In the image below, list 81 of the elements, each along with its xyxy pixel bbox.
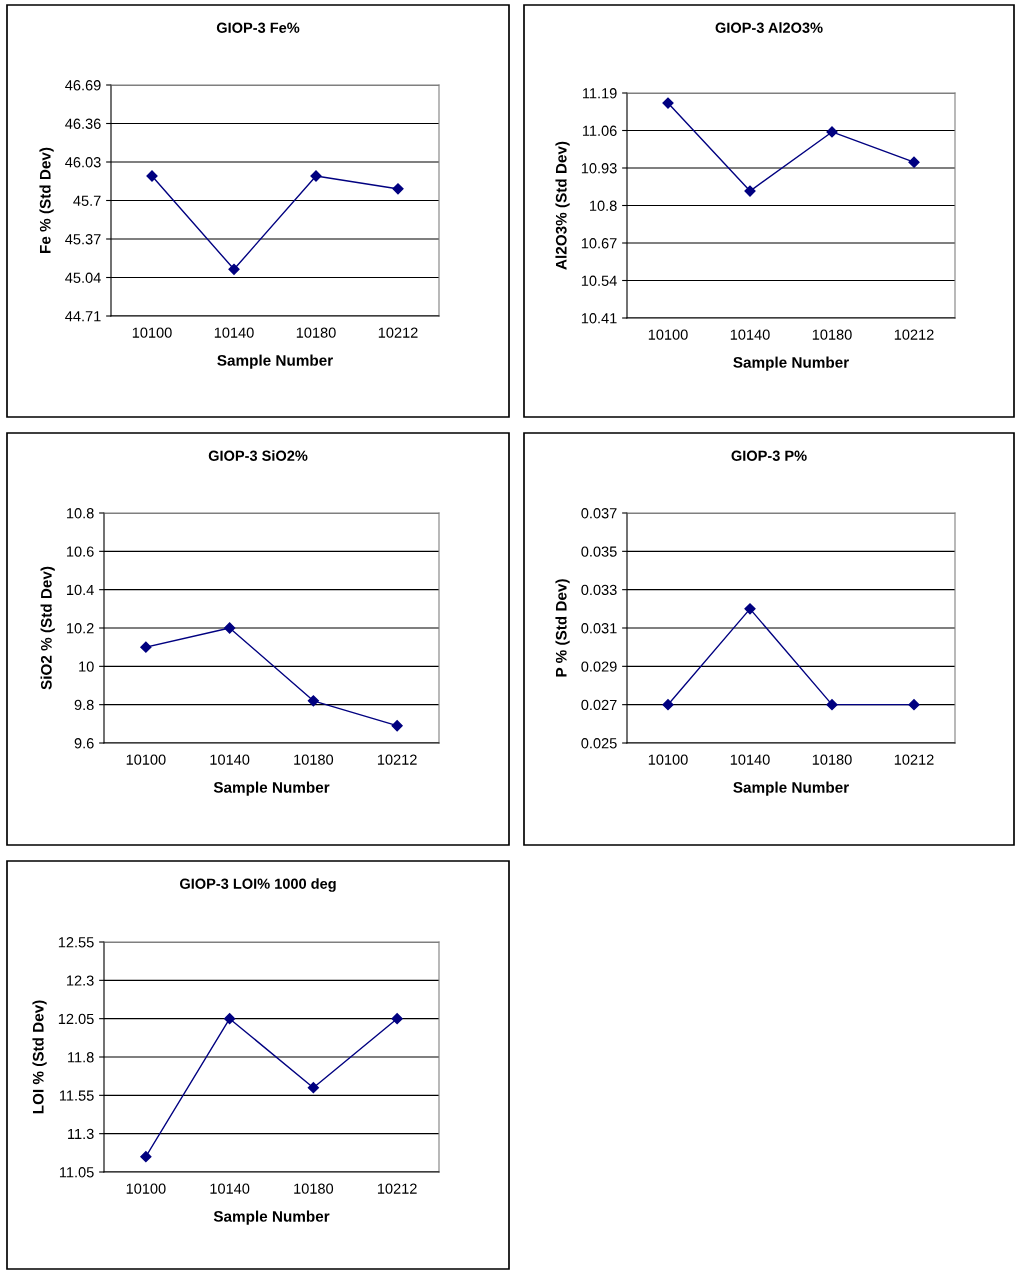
- x-tick-label: 10180: [296, 327, 336, 338]
- y-axis-title: Fe % (Std Dev): [39, 147, 54, 253]
- x-tick-label: 10100: [126, 1183, 166, 1194]
- y-tick-label: 10.41: [581, 313, 617, 324]
- y-tick-label: 12.05: [58, 1013, 94, 1025]
- x-tick-label: 10212: [377, 1183, 417, 1194]
- y-tick-label: 0.025: [581, 738, 617, 749]
- point: [140, 641, 152, 653]
- point: [224, 622, 236, 634]
- x-axis-title: Sample Number: [213, 1210, 330, 1225]
- point: [307, 1082, 319, 1094]
- y-tick-label: 11.8: [68, 1052, 94, 1063]
- y-tick-label: 0.033: [581, 584, 617, 596]
- point: [391, 720, 403, 732]
- point: [392, 183, 404, 195]
- x-axis-title: Sample Number: [733, 356, 849, 371]
- y-tick-label: 46.03: [65, 157, 101, 168]
- y-tick-label: 45.37: [65, 234, 101, 245]
- x-tick-label: 10140: [730, 329, 770, 340]
- y-tick-label: 44.71: [65, 311, 101, 322]
- y-tick-label: 12.55: [58, 937, 94, 948]
- x-axis-title: Sample Number: [733, 781, 849, 796]
- y-tick-label: 46.36: [65, 118, 101, 129]
- y-tick-label: 10.8: [590, 200, 617, 211]
- chart-title: GIOP-3 LOI% 1000 deg: [179, 878, 336, 892]
- y-tick-label: 0.027: [581, 699, 617, 711]
- x-tick-label: 10100: [648, 754, 688, 765]
- x-tick-label: 10212: [894, 329, 934, 340]
- x-tick-label: 10100: [126, 754, 166, 765]
- x-tick-label: 10212: [378, 327, 418, 338]
- x-tick-label: 10140: [730, 754, 770, 765]
- y-tick-label: 10.6: [67, 546, 94, 557]
- y-tick-label: 10.54: [581, 275, 617, 286]
- x-tick-label: 10140: [210, 754, 250, 765]
- x-tick-label: 10180: [294, 754, 334, 765]
- x-tick-label: 10180: [294, 1183, 334, 1194]
- x-tick-label: 10180: [812, 754, 852, 765]
- y-tick-label: 45.04: [65, 272, 101, 283]
- x-tick-label: 10100: [132, 327, 172, 338]
- point: [307, 695, 319, 707]
- y-tick-label: 12.3: [67, 975, 94, 986]
- x-axis-title: Sample Number: [217, 354, 333, 369]
- x-tick-label: 10140: [210, 1183, 250, 1194]
- x-tick-label: 10212: [894, 754, 934, 765]
- y-tick-label: 11.19: [582, 88, 617, 99]
- x-tick-label: 10140: [214, 327, 254, 338]
- y-axis-title: SiO2 % (Std Dev): [40, 566, 55, 690]
- x-tick-label: 10180: [812, 329, 852, 340]
- point: [140, 1151, 152, 1163]
- y-tick-label: 9.8: [74, 699, 94, 711]
- y-tick-label: 46.69: [65, 80, 101, 91]
- y-tick-label: 10.67: [581, 238, 617, 249]
- y-axis-title: P % (Std Dev): [555, 579, 570, 677]
- y-tick-label: 11.3: [68, 1128, 94, 1140]
- y-tick-label: 11.55: [59, 1090, 94, 1101]
- y-tick-label: 10.2: [67, 623, 94, 634]
- x-tick-label: 10100: [648, 329, 688, 340]
- chart-title: GIOP-3 Fe%: [216, 22, 300, 33]
- point: [908, 156, 920, 168]
- y-tick-label: 10.93: [581, 163, 617, 174]
- x-tick-label: 10212: [377, 754, 417, 765]
- y-axis-title: LOI % (Std Dev): [32, 1000, 47, 1114]
- chart-title: GIOP-3 P%: [731, 450, 807, 461]
- y-tick-label: 0.035: [581, 546, 617, 557]
- y-tick-label: 0.031: [581, 623, 617, 634]
- point: [391, 1013, 403, 1025]
- y-tick-label: 10.4: [67, 584, 94, 596]
- y-tick-label: 45.7: [73, 195, 101, 206]
- y-axis-title: Al2O3% (Std Dev): [555, 141, 570, 270]
- chart-title: GIOP-3 Al2O3%: [715, 22, 823, 33]
- point: [224, 1013, 236, 1025]
- point: [228, 263, 240, 275]
- y-tick-label: 9.6: [74, 738, 94, 749]
- y-tick-label: 0.029: [581, 661, 617, 672]
- x-axis-title: Sample Number: [213, 781, 330, 796]
- y-tick-label: 10.8: [67, 508, 94, 519]
- chart-title: GIOP-3 SiO2%: [208, 450, 308, 461]
- y-tick-label: 11.05: [59, 1167, 94, 1178]
- y-tick-label: 0.037: [581, 508, 617, 519]
- y-tick-label: 10: [79, 661, 94, 672]
- y-tick-label: 11.06: [582, 125, 617, 136]
